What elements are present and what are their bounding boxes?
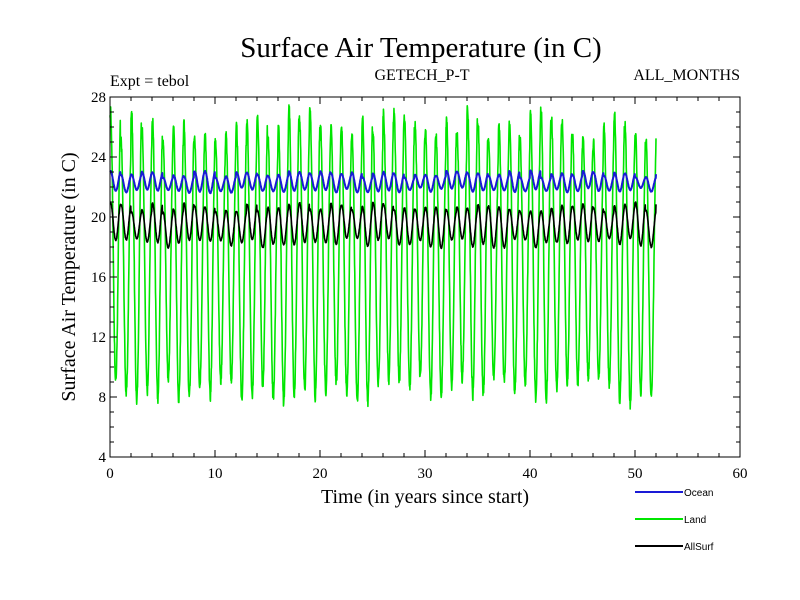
dataset-label: GETECH_P-T <box>374 67 469 84</box>
x-axis-label: Time (in years since start) <box>321 486 529 508</box>
y-tick-label-24: 24 <box>91 150 107 166</box>
series-line-ocean <box>109 169 657 195</box>
x-tick-label-10: 10 <box>208 466 223 482</box>
x-tick-label-50: 50 <box>628 466 643 482</box>
series-line-land <box>109 104 657 410</box>
y-tick-label-8: 8 <box>99 390 107 406</box>
x-tick-label-20: 20 <box>313 466 328 482</box>
experiment-label: Expt = tebol <box>110 73 190 90</box>
y-axis-label: Surface Air Temperature (in C) <box>58 152 80 401</box>
axis-layer: 0 10 20 30 40 50 60 4 8 12 16 20 24 28 <box>91 90 748 482</box>
months-label: ALL_MONTHS <box>633 67 740 84</box>
y-tick-label-12: 12 <box>91 330 106 346</box>
y-tick-label-4: 4 <box>99 450 107 466</box>
y-tick-label-28: 28 <box>91 90 106 106</box>
series-layer <box>109 104 657 410</box>
x-tick-label-40: 40 <box>523 466 538 482</box>
legend-label-land: Land <box>684 515 706 526</box>
x-tick-label-0: 0 <box>106 466 114 482</box>
series-line-allsurf <box>109 201 657 250</box>
y-tick-label-20: 20 <box>91 210 106 226</box>
legend-label-allsurf: AllSurf <box>684 542 714 553</box>
x-tick-label-60: 60 <box>733 466 748 482</box>
legend: Ocean Land AllSurf <box>635 488 714 553</box>
chart-title: Surface Air Temperature (in C) <box>240 32 601 64</box>
x-tick-label-30: 30 <box>418 466 433 482</box>
y-tick-label-16: 16 <box>91 270 107 286</box>
legend-label-ocean: Ocean <box>684 488 713 499</box>
